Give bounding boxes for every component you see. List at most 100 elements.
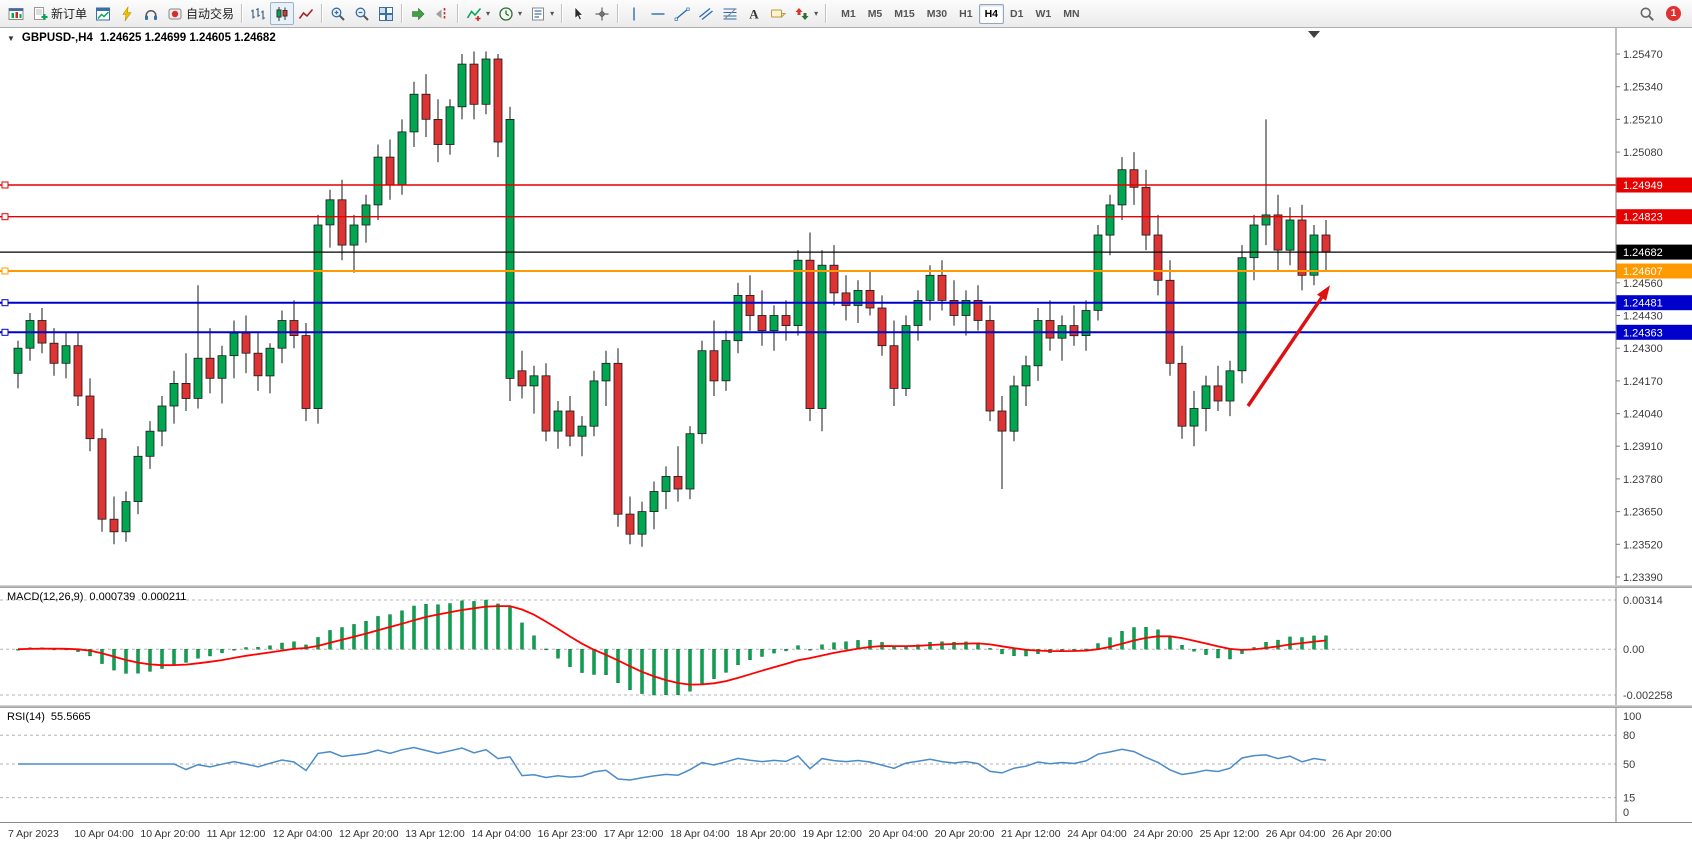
time-label: 25 Apr 12:00 bbox=[1199, 828, 1260, 840]
ohlc-values: 1.24625 1.24699 1.24605 1.24682 bbox=[99, 32, 276, 44]
main-chart[interactable]: 1.25470 1.25340 1.25210 1.25080 1.24560 1.244… bbox=[0, 28, 1692, 585]
dropdown-caret-icon: ▾ bbox=[518, 9, 523, 18]
collapse-triangle-icon[interactable]: ▼ bbox=[7, 33, 15, 43]
arrows-button[interactable]: ▾ bbox=[790, 2, 822, 25]
bars-chart-button[interactable] bbox=[246, 2, 270, 25]
toolbar-separator bbox=[825, 4, 828, 23]
svg-text:0: 0 bbox=[1623, 807, 1629, 819]
chart-window-button[interactable] bbox=[91, 2, 115, 25]
timeframe-d1[interactable]: D1 bbox=[1010, 7, 1024, 20]
indicators-button[interactable]: ▾ bbox=[462, 2, 494, 25]
time-label: 7 Apr 2023 bbox=[8, 828, 59, 840]
svg-text:1.25210: 1.25210 bbox=[1623, 114, 1663, 126]
zoom-in-icon bbox=[331, 7, 345, 21]
cursor-button[interactable] bbox=[566, 2, 590, 25]
price-axis[interactable]: 1.25470 1.25340 1.25210 1.25080 1.24560 1.244… bbox=[1616, 49, 1663, 584]
toolbar-separator bbox=[617, 4, 620, 23]
autotrading-button-label: 自动交易 bbox=[186, 7, 235, 21]
price-level-1.24481[interactable]: 1.24481 bbox=[0, 295, 1692, 311]
templates-icon bbox=[532, 7, 545, 20]
timeframe-mn[interactable]: MN bbox=[1063, 7, 1080, 20]
timeframe-m15[interactable]: M15 bbox=[894, 7, 915, 20]
price-level-1.24363[interactable]: 1.24363 bbox=[0, 324, 1692, 340]
lightning-icon bbox=[122, 5, 132, 21]
time-label: 12 Apr 04:00 bbox=[272, 828, 333, 840]
timeframe-h1[interactable]: H1 bbox=[959, 7, 973, 20]
zoom-out-button[interactable] bbox=[350, 2, 374, 25]
svg-text:1.23650: 1.23650 bbox=[1623, 507, 1663, 519]
time-label: 14 Apr 04:00 bbox=[471, 828, 531, 840]
timeframe-w1[interactable]: W1 bbox=[1035, 7, 1052, 20]
arrows-icon bbox=[795, 7, 809, 20]
autotrading-button[interactable]: 自动交易 bbox=[163, 2, 238, 25]
toolbar-separator bbox=[457, 4, 460, 23]
toolbar-separator bbox=[401, 4, 404, 23]
expert-advisors-button[interactable] bbox=[115, 2, 139, 25]
chart-shift-marker[interactable] bbox=[1308, 31, 1320, 38]
market-news-button[interactable] bbox=[139, 2, 163, 25]
panel-splitter-2[interactable] bbox=[0, 705, 1692, 708]
svg-text:1.24363: 1.24363 bbox=[1623, 327, 1663, 339]
svg-text:1.25080: 1.25080 bbox=[1623, 147, 1663, 159]
main-chart-panel[interactable]: 1.25470 1.25340 1.25210 1.25080 1.24560 1.244… bbox=[0, 28, 1692, 585]
search-button[interactable] bbox=[1635, 2, 1659, 25]
new-order-icon bbox=[34, 6, 48, 20]
candles-chart-button[interactable] bbox=[270, 2, 295, 25]
horizontal-line-button[interactable] bbox=[646, 2, 670, 25]
macd-signal-value: 0.000211 bbox=[141, 591, 187, 603]
auto-scroll-button[interactable] bbox=[406, 2, 430, 25]
line-chart-button[interactable] bbox=[294, 2, 318, 25]
trendline-icon bbox=[674, 7, 690, 21]
text-button[interactable]: A bbox=[742, 2, 766, 25]
time-label: 12 Apr 20:00 bbox=[339, 828, 399, 840]
macd-main-value: 0.000739 bbox=[89, 591, 136, 603]
time-label: 19 Apr 12:00 bbox=[802, 828, 862, 840]
channel-button[interactable] bbox=[694, 2, 718, 25]
headphones-icon bbox=[145, 9, 158, 20]
trend-arrow[interactable] bbox=[1246, 285, 1330, 407]
macd-panel[interactable]: 0.00314 0.00 -0.002258 MACD(12,26,9) 0.000… bbox=[0, 588, 1692, 705]
price-level-1.24682[interactable]: 1.24682 bbox=[0, 244, 1692, 260]
text-label-button[interactable] bbox=[766, 2, 790, 25]
timeframe-h4[interactable]: H4 bbox=[978, 3, 1005, 24]
zoom-in-button[interactable] bbox=[326, 2, 350, 25]
toolbar-buttons: 新订单 自动交易 ▾ ▾ ▾ A ▾ bbox=[4, 2, 830, 25]
channel-icon bbox=[699, 7, 713, 20]
tile-windows-icon bbox=[379, 6, 394, 21]
trendline-button[interactable] bbox=[670, 2, 694, 25]
vertical-line-button[interactable] bbox=[622, 2, 646, 25]
chart-window-icon bbox=[96, 7, 111, 20]
svg-text:1.24560: 1.24560 bbox=[1623, 278, 1663, 290]
crosshair-icon bbox=[595, 7, 609, 20]
line-chart-icon bbox=[298, 8, 314, 19]
chart-window: 1.25470 1.25340 1.25210 1.25080 1.24560 1.244… bbox=[0, 28, 1692, 854]
time-label: 20 Apr 04:00 bbox=[868, 828, 929, 840]
periods-button[interactable]: ▾ bbox=[494, 2, 526, 25]
bars-chart-icon bbox=[251, 7, 265, 19]
time-label: 21 Apr 12:00 bbox=[1001, 828, 1061, 840]
chart-title: ▼ GBPUSD-,H4 1.24625 1.24699 1.24605 1.2… bbox=[7, 32, 276, 44]
rsi-panel[interactable]: 100 80 50 15 0 RSI(14) 55.5665 bbox=[0, 708, 1692, 822]
crosshair-button[interactable] bbox=[590, 2, 614, 25]
time-label: 13 Apr 12:00 bbox=[405, 828, 465, 840]
chart-shift-button[interactable] bbox=[430, 2, 454, 25]
price-level-1.24823[interactable]: 1.24823 bbox=[0, 209, 1692, 225]
templates-button[interactable]: ▾ bbox=[526, 2, 558, 25]
time-label: 10 Apr 20:00 bbox=[140, 828, 200, 840]
panel-splitter-1[interactable] bbox=[0, 585, 1692, 588]
price-level-1.24607[interactable]: 1.24607 bbox=[0, 263, 1692, 279]
toolbar-right: 1 bbox=[1635, 2, 1688, 25]
tile-windows-button[interactable] bbox=[374, 2, 398, 25]
time-axis[interactable]: 7 Apr 2023 10 Apr 04:00 10 Apr 20:00 11 Apr… bbox=[0, 822, 1692, 854]
fibonacci-button[interactable] bbox=[718, 2, 742, 25]
notification-badge[interactable]: 1 bbox=[1666, 6, 1681, 21]
timeframe-m1[interactable]: M1 bbox=[841, 7, 856, 20]
timeframe-m5[interactable]: M5 bbox=[867, 7, 883, 20]
svg-text:1.25340: 1.25340 bbox=[1623, 82, 1663, 94]
new-order-button[interactable]: 新订单 bbox=[28, 2, 91, 25]
price-level-1.24949[interactable]: 1.24949 bbox=[0, 177, 1692, 193]
app-logo[interactable] bbox=[4, 2, 28, 25]
svg-text:1.24300: 1.24300 bbox=[1623, 343, 1663, 355]
timeframe-m30[interactable]: M30 bbox=[926, 7, 948, 20]
dropdown-caret-icon: ▾ bbox=[486, 9, 491, 18]
